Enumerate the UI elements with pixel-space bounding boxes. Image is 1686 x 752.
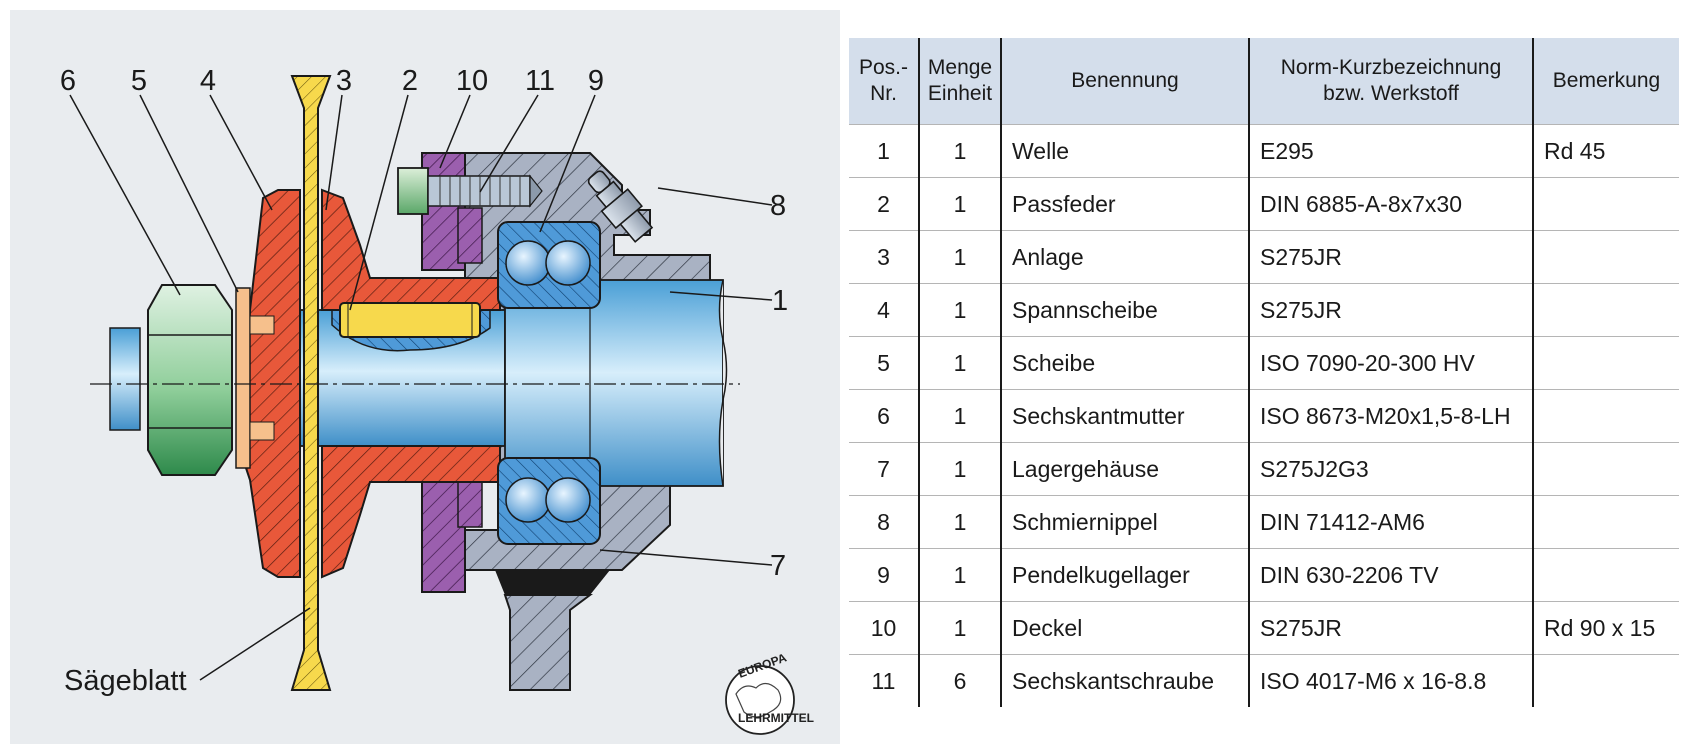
cell-menge: 1 (919, 177, 1002, 231)
cell-norm: ISO 4017-M6 x 16-8.8 (1249, 654, 1534, 707)
cell-norm: S275J2G3 (1249, 442, 1534, 496)
cell-benennung: Lagergehäuse (1001, 442, 1250, 496)
cell-norm: ISO 8673-M20x1,5-8-LH (1249, 389, 1534, 443)
header-norm: Norm-Kurzbezeichnung bzw. Werkstoff (1249, 38, 1534, 125)
hex-bolt (397, 167, 543, 215)
saw-blade-label: Sägeblatt (64, 665, 187, 697)
cell-bemerkung (1533, 177, 1679, 231)
table-row: 1 1 Welle E295 Rd 45 (849, 124, 1679, 178)
parts-list-table: Pos.- Nr. Menge Einheit Benennung Norm-Kur… (849, 38, 1679, 707)
callout-2: 2 (402, 65, 418, 97)
cell-pos: 9 (849, 548, 920, 602)
cell-benennung: Sechskantschraube (1001, 654, 1250, 707)
cell-bemerkung: Rd 90 x 15 (1533, 601, 1679, 655)
cell-menge: 6 (919, 654, 1002, 707)
cell-bemerkung (1533, 230, 1679, 284)
cell-bemerkung (1533, 283, 1679, 337)
cell-benennung: Deckel (1001, 601, 1250, 655)
cell-pos: 1 (849, 124, 920, 178)
cell-norm: S275JR (1249, 283, 1534, 337)
assembly-drawing: 6 5 4 3 2 10 11 9 8 1 7 Sägeblatt EUROPA… (10, 10, 840, 744)
cell-menge: 1 (919, 230, 1002, 284)
callout-4: 4 (200, 65, 216, 97)
cell-pos: 11 (849, 654, 920, 707)
table-row: 5 1 Scheibe ISO 7090-20-300 HV (849, 336, 1679, 390)
cell-menge: 1 (919, 548, 1002, 602)
feather-key (339, 302, 481, 338)
table-row: 9 1 Pendelkugellager DIN 630-2206 TV (849, 548, 1679, 602)
cell-norm: DIN 71412-AM6 (1249, 495, 1534, 549)
cell-menge: 1 (919, 442, 1002, 496)
cell-benennung: Spannscheibe (1001, 283, 1250, 337)
cell-menge: 1 (919, 389, 1002, 443)
washer (235, 287, 275, 469)
logo-bottom-text: LEHRMITTEL (738, 711, 814, 725)
callout-9: 9 (588, 65, 604, 97)
cell-bemerkung (1533, 336, 1679, 390)
ball-bearing-top (497, 221, 601, 309)
callout-3: 3 (336, 65, 352, 97)
ball-bearing-bottom (497, 457, 601, 545)
table-row: 8 1 Schmiernippel DIN 71412-AM6 (849, 495, 1679, 549)
cell-menge: 1 (919, 495, 1002, 549)
cell-pos: 6 (849, 389, 920, 443)
cell-menge: 1 (919, 601, 1002, 655)
callout-1: 1 (772, 285, 788, 317)
cell-benennung: Scheibe (1001, 336, 1250, 390)
cell-pos: 4 (849, 283, 920, 337)
header-bemerkung: Bemerkung (1533, 38, 1679, 125)
cell-pos: 7 (849, 442, 920, 496)
table-row: 4 1 Spannscheibe S275JR (849, 283, 1679, 337)
grease-nipple (587, 170, 654, 243)
cell-pos: 10 (849, 601, 920, 655)
cell-bemerkung (1533, 495, 1679, 549)
table-row: 2 1 Passfeder DIN 6885-A-8x7x30 (849, 177, 1679, 231)
table-header-row: Pos.- Nr. Menge Einheit Benennung Norm-Kur… (849, 38, 1679, 125)
header-menge: Menge Einheit (919, 38, 1002, 125)
cell-bemerkung (1533, 389, 1679, 443)
cell-bemerkung (1533, 655, 1679, 708)
cell-benennung: Pendelkugellager (1001, 548, 1250, 602)
leader-lines (69, 94, 773, 681)
callout-7: 7 (770, 550, 786, 582)
cell-bemerkung (1533, 548, 1679, 602)
cell-menge: 1 (919, 336, 1002, 390)
table-row: 10 1 Deckel S275JR Rd 90 x 15 (849, 601, 1679, 655)
callout-6: 6 (60, 65, 76, 97)
cell-bemerkung: Rd 45 (1533, 124, 1679, 178)
cell-norm: S275JR (1249, 230, 1534, 284)
cell-norm: DIN 630-2206 TV (1249, 548, 1534, 602)
callout-8: 8 (770, 190, 786, 222)
cell-benennung: Passfeder (1001, 177, 1250, 231)
table-row: 11 6 Sechskantschraube ISO 4017-M6 x 16-8.8 (849, 654, 1679, 708)
cell-bemerkung (1533, 442, 1679, 496)
cell-menge: 1 (919, 124, 1002, 178)
header-pos: Pos.- Nr. (849, 38, 920, 125)
cell-pos: 8 (849, 495, 920, 549)
cell-menge: 1 (919, 283, 1002, 337)
cell-benennung: Welle (1001, 124, 1250, 178)
cell-benennung: Sechskantmutter (1001, 389, 1250, 443)
callout-5: 5 (131, 65, 147, 97)
table-row: 7 1 Lagergehäuse S275J2G3 (849, 442, 1679, 496)
callout-10: 10 (456, 65, 488, 97)
table-row: 6 1 Sechskantmutter ISO 8673-M20x1,5-8-LH (849, 389, 1679, 443)
cell-benennung: Anlage (1001, 230, 1250, 284)
cell-pos: 5 (849, 336, 920, 390)
cell-pos: 2 (849, 177, 920, 231)
publisher-logo: EUROPA LEHRMITTEL (725, 650, 814, 735)
table-row: 3 1 Anlage S275JR (849, 230, 1679, 284)
cell-pos: 3 (849, 230, 920, 284)
callout-labels: 6 5 4 3 2 10 11 9 8 1 7 Sägeblatt (60, 65, 788, 697)
cell-norm: S275JR (1249, 601, 1534, 655)
cell-benennung: Schmiernippel (1001, 495, 1250, 549)
callout-11: 11 (525, 65, 555, 97)
cell-norm: ISO 7090-20-300 HV (1249, 336, 1534, 390)
cell-norm: E295 (1249, 124, 1534, 178)
header-benennung: Benennung (1001, 38, 1250, 125)
cell-norm: DIN 6885-A-8x7x30 (1249, 177, 1534, 231)
saw-blade (290, 75, 332, 691)
hex-nut (147, 284, 233, 476)
